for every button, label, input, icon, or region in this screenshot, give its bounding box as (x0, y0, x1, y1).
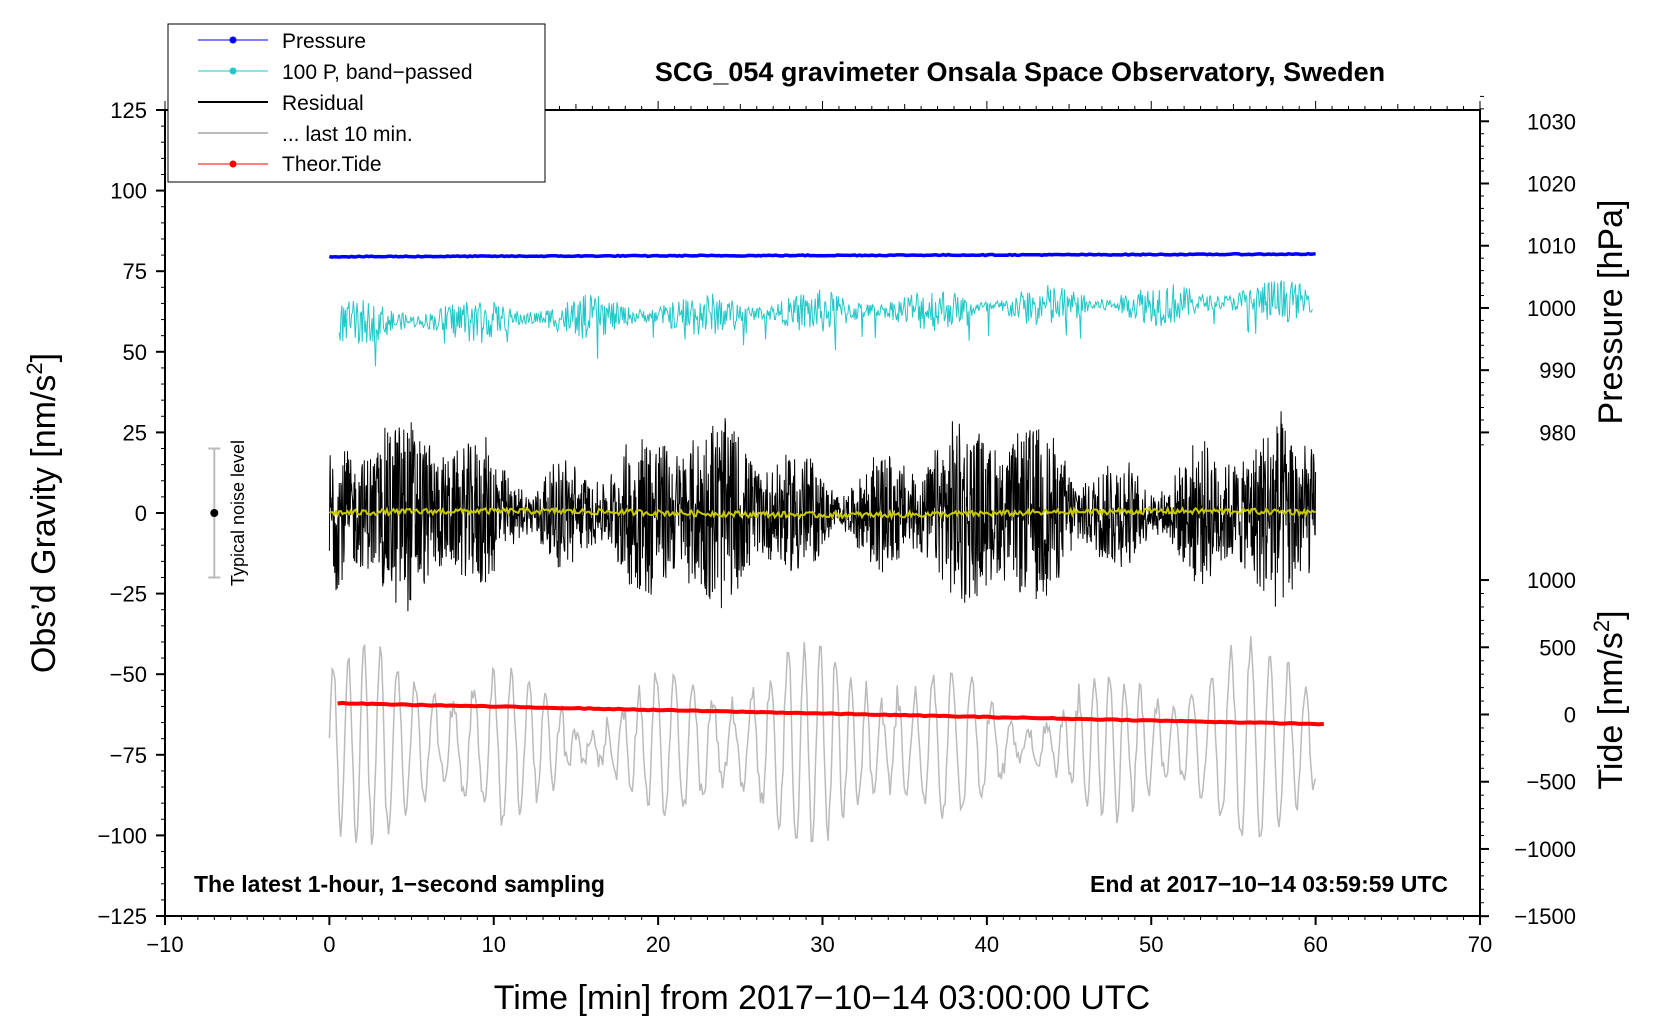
y-tick-label: −25 (110, 582, 147, 607)
x-axis-label: Time [min] from 2017−10−14 03:00:00 UTC (494, 979, 1150, 1017)
pressure-tick-label: 990 (1539, 358, 1576, 383)
chart-title: SCG_054 gravimeter Onsala Space Observat… (655, 57, 1385, 87)
pressure-tick-label: 980 (1539, 420, 1576, 445)
pressure-tick-label: 1010 (1527, 234, 1576, 259)
legend: Pressure 100 P, band−passed Residual ...… (167, 23, 546, 183)
y-axis-label-left-main: Obs’d Gravity [nm/s (25, 375, 63, 674)
legend-marker (229, 36, 237, 44)
data-series (328, 251, 1325, 846)
series-last-10-min (328, 636, 1317, 846)
legend-symbols (198, 36, 268, 168)
y-axis-label-tide-main: Tide [nm/s (1592, 632, 1630, 789)
series-bandpassed (338, 280, 1313, 367)
y-axis-label-left-end: ] (25, 353, 63, 362)
x-tick-label: 60 (1303, 932, 1327, 957)
x-tick-label: 30 (810, 932, 834, 957)
y-axis-label-tide-end: ] (1592, 610, 1630, 619)
x-tick-label: 40 (975, 932, 999, 957)
series-residual (328, 411, 1317, 612)
y-tick-label: −50 (110, 662, 147, 687)
y-tick-label: 0 (135, 501, 147, 526)
legend-label-residual: Residual (282, 92, 364, 115)
y-tick-label: 100 (110, 179, 147, 204)
noise-level-label: Typical noise level (228, 440, 248, 586)
y-axis-label-tide: Tide [nm/s2] (1589, 610, 1630, 789)
x-tick-label: 50 (1139, 932, 1163, 957)
noise-bar-dot (210, 509, 219, 517)
legend-label-bandpassed: 100 P, band−passed (282, 61, 473, 84)
y-tick-label: 125 (110, 98, 147, 123)
noise-bar (208, 447, 221, 579)
pressure-tick-label: 1000 (1527, 296, 1576, 321)
y-tick-label: 25 (123, 420, 147, 445)
series-residual-smoothed (328, 505, 1316, 521)
pressure-tick-label: 1020 (1527, 172, 1576, 197)
y-axis-label-left-sup: 2 (22, 362, 47, 374)
axis-ticks: −10 0 10 20 30 40 50 60 701251007550250−25−50−75… (97, 95, 1576, 957)
pressure-tick-label: 1030 (1527, 109, 1576, 134)
y-axis-label-pressure: Pressure [hPa] (1592, 200, 1630, 425)
legend-label-last10: ... last 10 min. (282, 123, 413, 146)
tide-tick-label: −500 (1526, 770, 1576, 795)
y-tick-label: 75 (123, 259, 147, 284)
tide-tick-label: −1500 (1514, 904, 1576, 929)
x-tick-label: 20 (646, 932, 670, 957)
legend-marker (229, 67, 237, 75)
y-tick-label: 50 (123, 340, 147, 365)
series-theoretical-tide (337, 700, 1325, 727)
tide-tick-label: 0 (1564, 703, 1576, 728)
x-tick-label: 10 (482, 932, 506, 957)
y-tick-label: −75 (110, 743, 147, 768)
legend-marker (229, 160, 237, 168)
series-pressure (328, 251, 1316, 259)
x-tick-label: −10 (146, 932, 183, 957)
tide-tick-label: −1000 (1514, 837, 1576, 862)
tide-tick-label: 500 (1539, 635, 1576, 660)
y-tick-label: −125 (97, 904, 147, 929)
y-tick-label: −100 (97, 823, 147, 848)
legend-label-tide: Theor.Tide (282, 153, 382, 176)
legend-label-pressure: Pressure (282, 30, 366, 53)
y-axis-label-left: Obs’d Gravity [nm/s2] (22, 353, 63, 673)
x-tick-label: 70 (1468, 932, 1492, 957)
annotation-end-time: End at 2017−10−14 03:59:59 UTC (1090, 871, 1448, 897)
tide-tick-label: 1000 (1527, 568, 1576, 593)
y-axis-label-tide-sup: 2 (1589, 620, 1614, 632)
x-tick-label: 0 (323, 932, 335, 957)
annotation-sampling: The latest 1-hour, 1−second sampling (194, 871, 605, 897)
